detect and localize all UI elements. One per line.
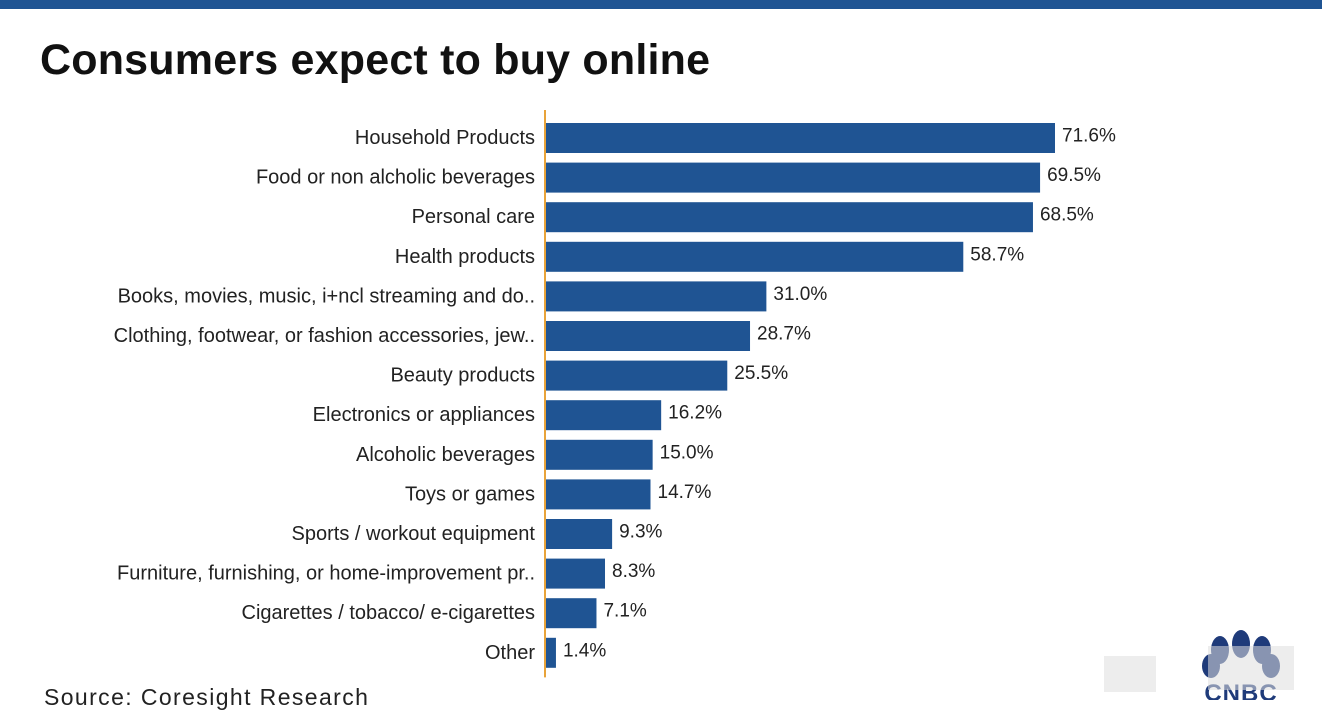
category-label: Clothing, footwear, or fashion accessori…	[114, 325, 535, 347]
value-label: 7.1%	[603, 601, 646, 622]
bar	[546, 400, 662, 431]
category-label: Food or non alcholic beverages	[256, 167, 535, 189]
bar-chart: Household Products 71.6% Food or non alcho…	[114, 110, 1116, 678]
bar	[546, 558, 606, 589]
value-label: 9.3%	[619, 522, 662, 543]
value-label: 1.4%	[563, 640, 606, 661]
category-label: Health products	[395, 246, 535, 268]
value-label: 25.5%	[734, 363, 788, 384]
top-accent-band	[0, 0, 1322, 9]
value-label: 8.3%	[612, 561, 655, 582]
bar	[546, 598, 597, 629]
bar	[546, 519, 613, 549]
bar	[546, 123, 1055, 153]
bar	[546, 637, 556, 668]
bar	[546, 360, 728, 391]
bar	[546, 439, 653, 470]
bar	[546, 479, 651, 510]
category-label: Beauty products	[390, 365, 535, 387]
watermark-blur	[1104, 656, 1156, 692]
value-label: 71.6%	[1062, 126, 1116, 147]
value-label: 14.7%	[658, 482, 712, 503]
bar	[546, 281, 767, 312]
category-label: Cigarettes / tobacco/ e-cigarettes	[242, 602, 535, 624]
value-label: 31.0%	[773, 284, 827, 305]
bar	[546, 241, 964, 272]
bar	[546, 162, 1041, 193]
value-label: 28.7%	[757, 324, 811, 345]
category-label: Other	[485, 642, 535, 664]
value-label: 15.0%	[660, 442, 714, 463]
category-label: Books, movies, music, i+ncl streaming an…	[118, 285, 535, 307]
value-label: 68.5%	[1040, 205, 1094, 226]
watermark-blur	[1208, 646, 1294, 690]
value-label: 16.2%	[668, 403, 722, 424]
category-label: Personal care	[412, 206, 535, 228]
category-label: Household Products	[355, 127, 535, 149]
category-label: Sports / workout equipment	[292, 523, 536, 545]
category-label: Electronics or appliances	[313, 404, 535, 426]
bar	[546, 321, 751, 351]
value-label: 69.5%	[1047, 165, 1101, 186]
source-note: Source: Coresight Research	[44, 684, 370, 710]
category-label: Toys or games	[405, 483, 535, 505]
category-label: Alcoholic beverages	[356, 444, 535, 466]
category-label: Furniture, furnishing, or home-improveme…	[117, 563, 535, 585]
value-label: 58.7%	[970, 244, 1024, 265]
chart-title: Consumers expect to buy online	[40, 36, 711, 84]
bar	[546, 202, 1033, 233]
